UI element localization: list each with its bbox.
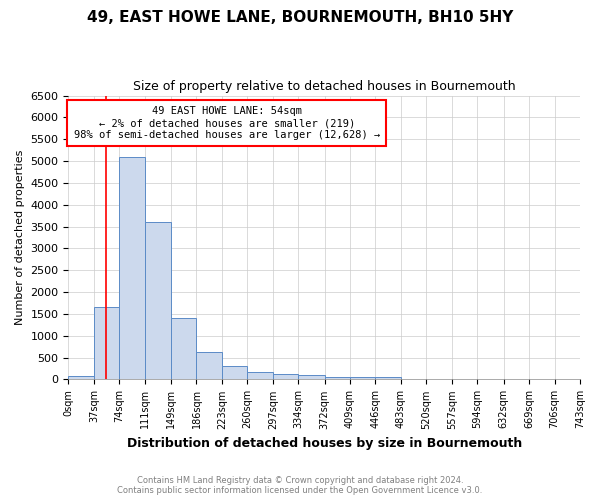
Text: 49 EAST HOWE LANE: 54sqm
← 2% of detached houses are smaller (219)
98% of semi-d: 49 EAST HOWE LANE: 54sqm ← 2% of detache… [74,106,380,140]
Text: 49, EAST HOWE LANE, BOURNEMOUTH, BH10 5HY: 49, EAST HOWE LANE, BOURNEMOUTH, BH10 5H… [87,10,513,25]
Text: Contains HM Land Registry data © Crown copyright and database right 2024.
Contai: Contains HM Land Registry data © Crown c… [118,476,482,495]
Bar [119,156,145,380]
Bar [222,366,247,380]
Bar [171,318,196,380]
Bar [247,372,273,380]
Title: Size of property relative to detached houses in Bournemouth: Size of property relative to detached ho… [133,80,515,93]
Bar [325,378,350,380]
Bar [298,375,325,380]
Bar [273,374,298,380]
Bar [350,378,376,380]
Y-axis label: Number of detached properties: Number of detached properties [15,150,25,325]
Bar [145,222,171,380]
X-axis label: Distribution of detached houses by size in Bournemouth: Distribution of detached houses by size … [127,437,522,450]
Bar [94,308,119,380]
Bar [376,378,401,380]
Bar [196,352,222,380]
Bar [68,376,94,380]
